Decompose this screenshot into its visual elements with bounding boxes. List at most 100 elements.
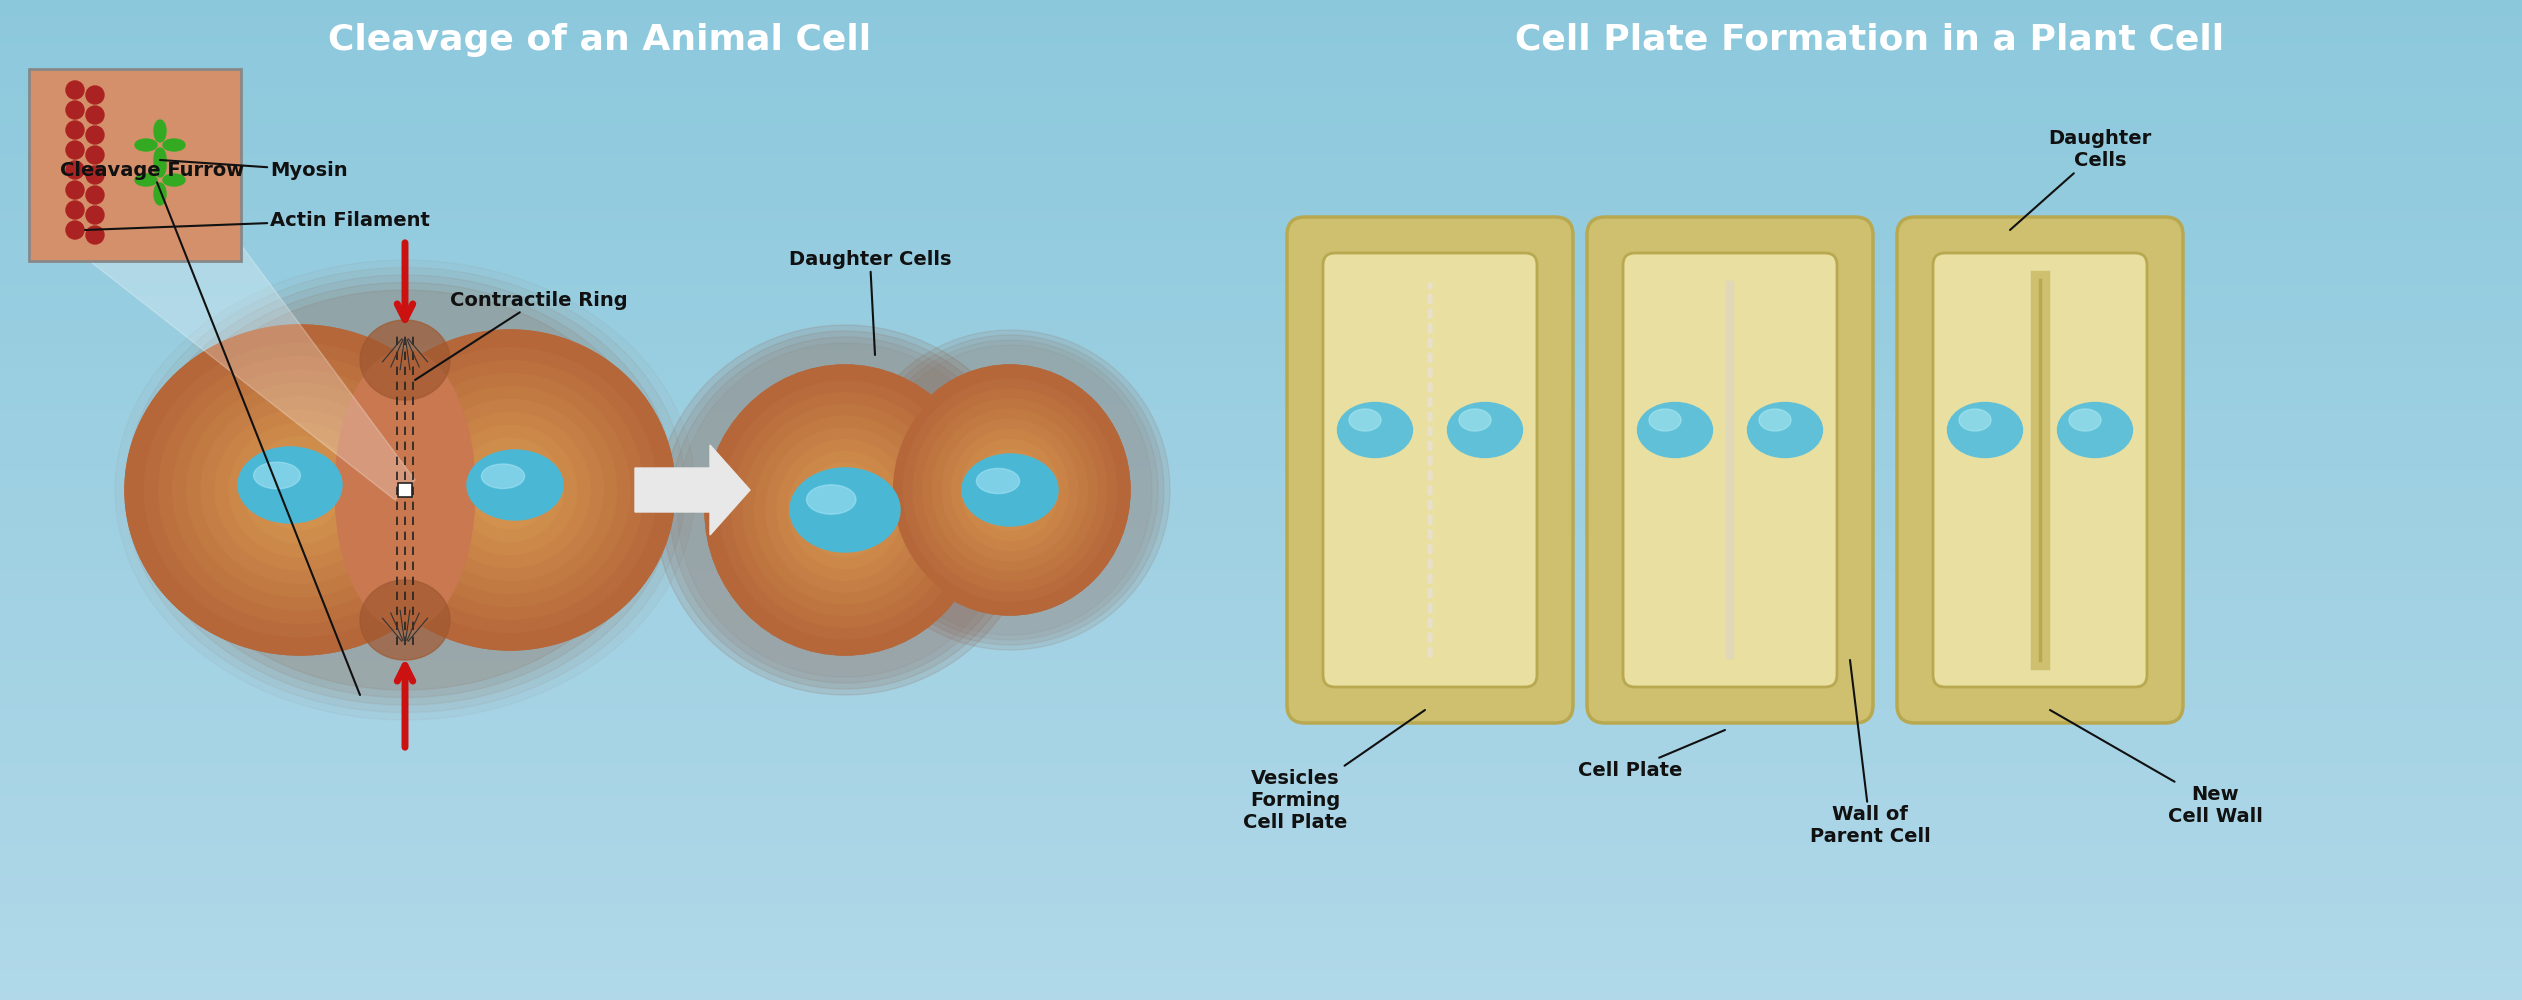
Ellipse shape	[1337, 402, 1412, 458]
Ellipse shape	[391, 374, 630, 606]
Circle shape	[86, 206, 103, 224]
Ellipse shape	[484, 464, 537, 516]
Ellipse shape	[255, 462, 300, 489]
Ellipse shape	[961, 438, 1059, 542]
Ellipse shape	[154, 183, 166, 205]
Ellipse shape	[789, 468, 900, 552]
Circle shape	[66, 81, 83, 99]
Ellipse shape	[921, 396, 1100, 584]
Ellipse shape	[154, 148, 166, 170]
Ellipse shape	[1649, 409, 1682, 431]
Ellipse shape	[2139, 230, 2171, 260]
Ellipse shape	[469, 450, 552, 530]
Ellipse shape	[835, 498, 857, 522]
Ellipse shape	[744, 405, 946, 615]
Ellipse shape	[346, 330, 676, 650]
FancyBboxPatch shape	[1897, 217, 2184, 723]
Ellipse shape	[429, 412, 590, 568]
Ellipse shape	[2015, 686, 2066, 714]
Text: Cell Plate Formation in a Plant Cell: Cell Plate Formation in a Plant Cell	[1516, 23, 2224, 57]
Text: Cleavage Furrow: Cleavage Furrow	[61, 160, 361, 695]
Ellipse shape	[1296, 230, 1332, 260]
Ellipse shape	[497, 477, 525, 503]
Ellipse shape	[855, 335, 1165, 645]
Ellipse shape	[764, 425, 926, 595]
Ellipse shape	[2058, 402, 2134, 458]
FancyBboxPatch shape	[28, 69, 242, 261]
Ellipse shape	[923, 399, 1097, 581]
Ellipse shape	[467, 450, 562, 520]
Text: Myosin: Myosin	[159, 160, 348, 180]
Ellipse shape	[136, 139, 156, 151]
Ellipse shape	[1828, 230, 1864, 260]
Ellipse shape	[2068, 409, 2101, 431]
Ellipse shape	[270, 462, 330, 518]
Ellipse shape	[169, 366, 431, 614]
Ellipse shape	[754, 416, 936, 604]
Ellipse shape	[346, 330, 676, 650]
Ellipse shape	[709, 369, 981, 651]
FancyBboxPatch shape	[1586, 217, 1874, 723]
Ellipse shape	[1296, 680, 1332, 710]
Ellipse shape	[1460, 409, 1491, 431]
Ellipse shape	[285, 477, 315, 503]
Ellipse shape	[706, 365, 986, 655]
Ellipse shape	[671, 337, 1019, 683]
Ellipse shape	[363, 348, 656, 632]
Ellipse shape	[1637, 402, 1712, 458]
Ellipse shape	[164, 139, 184, 151]
Ellipse shape	[931, 407, 1090, 573]
Ellipse shape	[136, 174, 156, 186]
Ellipse shape	[739, 401, 951, 619]
Ellipse shape	[361, 580, 449, 660]
Ellipse shape	[373, 357, 648, 623]
Ellipse shape	[787, 450, 903, 570]
Ellipse shape	[1705, 226, 1755, 254]
Ellipse shape	[159, 357, 441, 623]
Ellipse shape	[227, 421, 373, 559]
Ellipse shape	[774, 438, 915, 582]
Ellipse shape	[469, 451, 550, 529]
Ellipse shape	[497, 477, 525, 503]
Ellipse shape	[767, 428, 923, 592]
Ellipse shape	[1596, 230, 1632, 260]
Circle shape	[66, 221, 83, 239]
FancyBboxPatch shape	[398, 483, 411, 497]
Circle shape	[86, 166, 103, 184]
Ellipse shape	[822, 487, 868, 533]
Ellipse shape	[416, 399, 603, 581]
Circle shape	[86, 106, 103, 124]
Ellipse shape	[1907, 230, 1942, 260]
Circle shape	[86, 226, 103, 244]
Ellipse shape	[812, 475, 880, 545]
Ellipse shape	[981, 460, 1039, 520]
Ellipse shape	[2139, 680, 2171, 710]
Circle shape	[66, 201, 83, 219]
Text: Cleavage of an Animal Cell: Cleavage of an Animal Cell	[328, 23, 873, 57]
Ellipse shape	[2015, 226, 2066, 254]
Ellipse shape	[656, 325, 1034, 695]
Ellipse shape	[1405, 686, 1455, 714]
Ellipse shape	[799, 463, 890, 557]
FancyBboxPatch shape	[1624, 253, 1836, 687]
Ellipse shape	[810, 474, 880, 546]
Ellipse shape	[144, 343, 456, 637]
Ellipse shape	[900, 375, 1120, 605]
Ellipse shape	[456, 438, 562, 542]
Ellipse shape	[1705, 686, 1755, 714]
FancyBboxPatch shape	[1324, 253, 1536, 687]
Ellipse shape	[1960, 409, 1990, 431]
Ellipse shape	[197, 394, 401, 586]
Text: Wall of
Parent Cell: Wall of Parent Cell	[1811, 660, 1929, 846]
Ellipse shape	[285, 476, 315, 504]
Ellipse shape	[890, 365, 1130, 615]
Polygon shape	[50, 230, 416, 500]
Ellipse shape	[144, 282, 666, 698]
Ellipse shape	[943, 419, 1077, 561]
Ellipse shape	[214, 410, 386, 570]
Ellipse shape	[961, 454, 1059, 526]
Ellipse shape	[1448, 402, 1523, 458]
Text: Contractile Ring: Contractile Ring	[416, 290, 628, 380]
Ellipse shape	[154, 353, 446, 628]
Circle shape	[66, 141, 83, 159]
